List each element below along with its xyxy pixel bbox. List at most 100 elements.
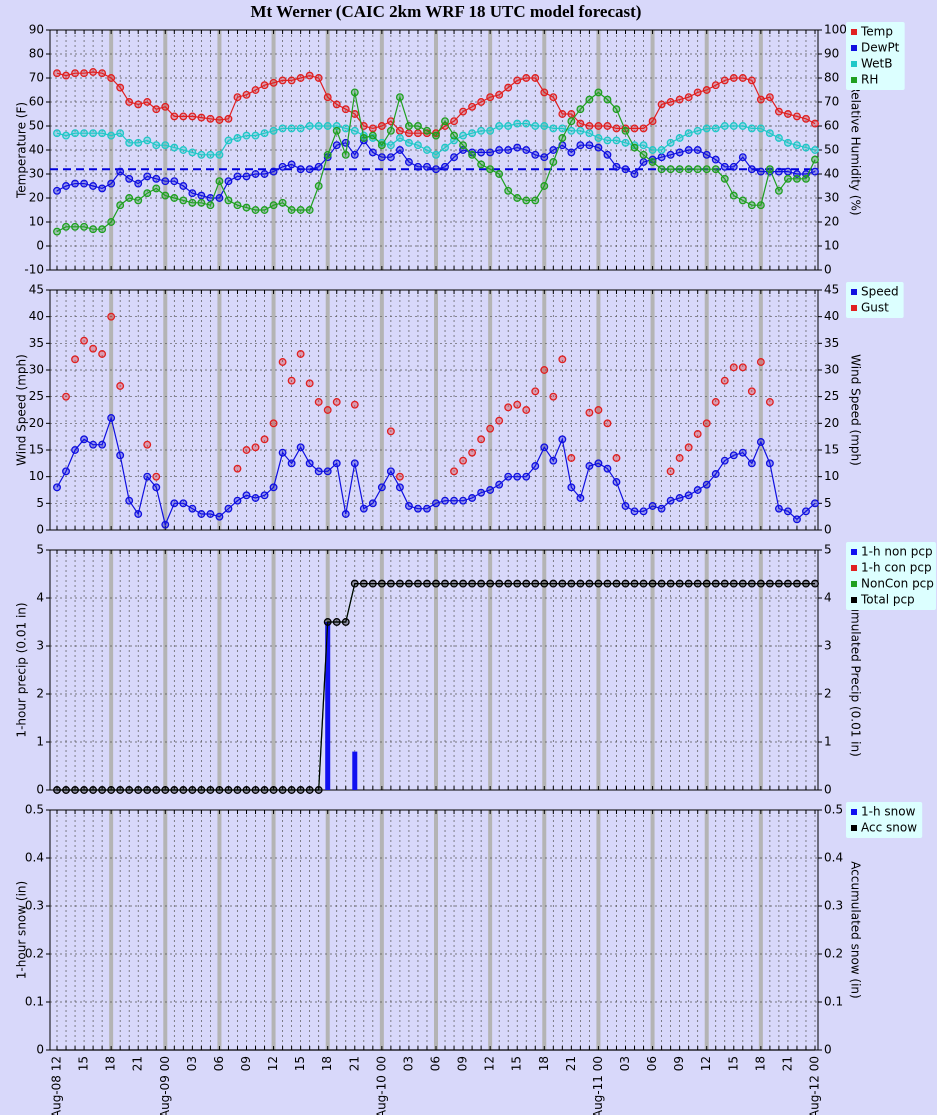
point	[350, 579, 359, 588]
y2-tick-label: 40	[824, 309, 839, 323]
point	[513, 76, 522, 85]
point	[441, 117, 449, 126]
point	[729, 451, 738, 460]
y2-tick-label: 0.2	[824, 947, 843, 961]
point	[738, 363, 747, 372]
point	[441, 496, 449, 505]
point	[729, 74, 738, 82]
y2-axis-label: Accumulated snow (in)	[849, 861, 863, 998]
point	[765, 579, 774, 588]
point	[802, 174, 810, 183]
y-tick-label: 1	[36, 735, 44, 749]
point	[567, 148, 576, 157]
y2-axis-label: Wind Speed (mph)	[849, 354, 863, 466]
point	[738, 153, 747, 162]
point	[657, 579, 666, 588]
point	[314, 398, 323, 406]
point	[612, 124, 621, 133]
point	[585, 95, 594, 104]
x-tick-label: 06	[429, 1056, 443, 1071]
point	[711, 165, 720, 174]
point	[368, 499, 377, 508]
point	[747, 124, 756, 133]
legend: 1-h snow Acc snow	[846, 802, 923, 838]
point	[71, 179, 79, 188]
point	[747, 76, 756, 85]
point	[477, 148, 486, 157]
point	[612, 105, 621, 114]
point	[170, 177, 179, 186]
y2-tick-label: 10	[824, 469, 839, 483]
point	[350, 126, 359, 135]
legend-box	[846, 282, 904, 318]
series-line	[57, 583, 815, 791]
point	[251, 786, 260, 794]
y-tick-label: 0.2	[25, 947, 44, 961]
point	[323, 93, 332, 102]
point	[62, 222, 70, 231]
point	[206, 201, 215, 210]
y-tick-label: 0.3	[25, 899, 44, 913]
point	[567, 483, 576, 492]
point	[296, 443, 305, 452]
point	[215, 194, 224, 202]
point	[71, 446, 79, 454]
point	[287, 206, 296, 214]
point	[107, 312, 116, 321]
point	[242, 786, 251, 794]
y-tick-label: 5	[36, 496, 44, 510]
point	[242, 90, 251, 99]
y-tick-label: 40	[29, 309, 44, 323]
point	[53, 186, 61, 195]
point	[98, 129, 107, 138]
point	[811, 119, 819, 128]
point	[179, 182, 188, 190]
point	[522, 146, 531, 154]
point	[585, 141, 594, 150]
point	[432, 165, 440, 174]
x-tick-label: 15	[77, 1056, 91, 1071]
point	[89, 225, 98, 234]
point	[603, 136, 612, 145]
point	[540, 153, 549, 162]
point	[675, 148, 684, 157]
point	[603, 419, 612, 428]
point	[793, 174, 801, 183]
point	[287, 76, 296, 85]
point	[414, 122, 422, 130]
point	[738, 448, 747, 457]
point	[89, 182, 98, 190]
y-tick-label: 0	[36, 523, 44, 537]
point	[414, 579, 422, 588]
point	[594, 134, 603, 142]
point	[98, 440, 107, 449]
point	[395, 146, 404, 154]
plot-frame	[49, 289, 819, 531]
point	[657, 146, 666, 154]
point	[495, 122, 504, 130]
point	[693, 579, 702, 588]
point	[404, 502, 413, 510]
point	[793, 112, 801, 121]
point	[666, 579, 675, 588]
point	[305, 786, 314, 794]
point	[341, 105, 350, 114]
point	[477, 160, 486, 169]
y-tick-label: 30	[29, 167, 44, 181]
point	[377, 138, 386, 147]
point	[612, 136, 621, 145]
point	[747, 165, 756, 174]
y2-tick-label: 0	[824, 263, 832, 277]
point	[395, 579, 404, 588]
point	[98, 225, 107, 234]
point	[161, 177, 170, 186]
point	[675, 95, 684, 104]
point	[540, 579, 549, 588]
point	[287, 376, 296, 385]
point	[377, 153, 386, 162]
point	[756, 438, 765, 446]
point	[116, 129, 125, 138]
point	[666, 496, 675, 505]
point	[675, 165, 684, 174]
point	[341, 124, 350, 133]
